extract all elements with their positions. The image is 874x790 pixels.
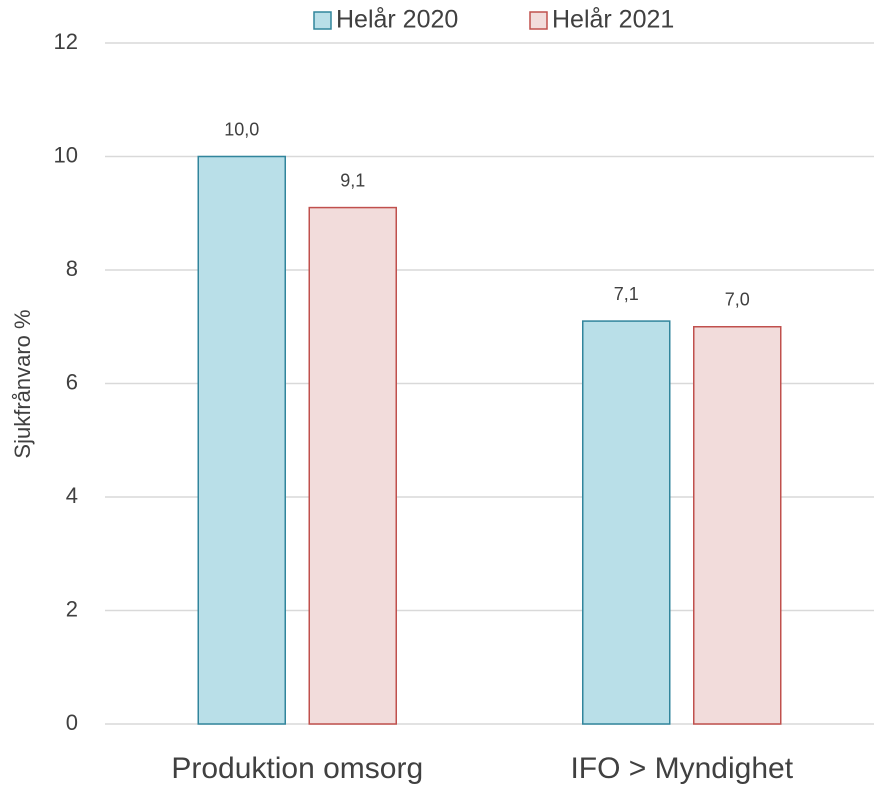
bar — [693, 326, 782, 725]
data-label: 9,1 — [340, 170, 365, 190]
data-label: 7,0 — [725, 290, 750, 310]
y-tick-label: 0 — [66, 710, 78, 735]
y-tick-label: 12 — [54, 29, 78, 54]
legend-swatch — [529, 11, 548, 30]
legend-label: Helår 2021 — [552, 6, 674, 34]
x-tick-label: IFO > Myndighet — [570, 752, 793, 785]
bar — [197, 155, 286, 725]
y-tick-label: 4 — [66, 483, 78, 508]
y-tick-label: 2 — [66, 596, 78, 621]
data-label: 10,0 — [224, 119, 259, 139]
data-label: 7,1 — [614, 284, 639, 304]
y-axis-label: Sjukfrånvaro % — [10, 309, 35, 458]
legend-swatch — [313, 11, 332, 30]
bar — [308, 206, 397, 725]
bar — [582, 320, 671, 725]
x-tick-label: Produktion omsorg — [171, 752, 423, 785]
legend-label: Helår 2020 — [336, 6, 458, 34]
y-tick-label: 6 — [66, 369, 78, 394]
y-tick-label: 8 — [66, 256, 78, 281]
y-tick-label: 10 — [54, 142, 78, 167]
